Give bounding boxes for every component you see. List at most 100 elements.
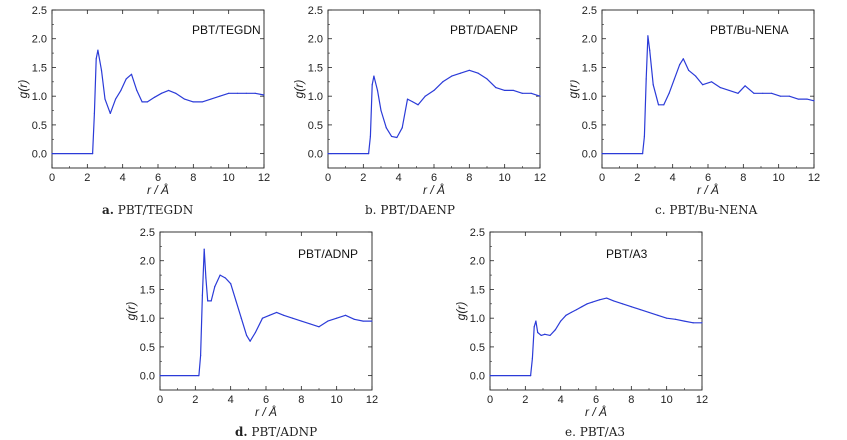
data-point: [160, 92, 163, 94]
y-tick-label: 1.5: [308, 62, 323, 74]
data-point: [230, 283, 232, 285]
y-tick-label: 2.5: [140, 227, 155, 239]
x-tick-label: 10: [661, 394, 673, 406]
y-tick-label: 1.5: [470, 284, 485, 296]
data-point: [344, 314, 347, 316]
data-point: [249, 340, 251, 342]
data-point: [639, 308, 641, 311]
data-point: [371, 84, 373, 86]
data-point: [649, 49, 651, 51]
data-point: [537, 331, 539, 334]
y-tick-label: 0.5: [32, 120, 47, 132]
caption-text: PBT/DAENP: [380, 203, 455, 217]
data-point: [575, 308, 578, 311]
data-point: [120, 89, 122, 92]
y-tick-label: 2.5: [470, 227, 485, 239]
data-point: [401, 127, 403, 129]
x-tick-label: 4: [396, 172, 402, 184]
data-point: [598, 299, 601, 301]
x-tick-label: 0: [487, 394, 493, 406]
y-axis-label: g(r): [454, 302, 468, 321]
data-point: [533, 326, 535, 328]
data-point: [621, 303, 624, 305]
x-axis-label: r / Å: [147, 182, 169, 194]
data-point: [642, 153, 644, 155]
data-point: [210, 300, 212, 302]
data-point: [687, 69, 690, 71]
data-point: [235, 300, 237, 302]
y-tick-label: 2.0: [140, 256, 155, 268]
data-point: [433, 89, 435, 92]
data-point: [219, 274, 221, 276]
data-point: [318, 326, 320, 328]
caption-letter: a.: [102, 203, 114, 217]
y-tick-label: 1.5: [140, 284, 155, 296]
y-tick-label: 0.0: [582, 149, 597, 161]
data-point: [276, 311, 278, 314]
data-point: [806, 98, 808, 100]
x-axis-label: r / Å: [697, 182, 719, 194]
x-tick-label: 2: [522, 394, 528, 406]
series-line-g-r: [490, 297, 702, 377]
data-point: [459, 72, 462, 74]
caption-e: e. PBT/A3: [565, 425, 625, 439]
data-point: [373, 75, 375, 77]
x-tick-label: 4: [228, 394, 234, 406]
caption-text: PBT/Bu-NENA: [669, 203, 758, 217]
y-tick-label: 1.0: [140, 313, 155, 325]
data-point: [261, 317, 264, 319]
data-point: [369, 135, 371, 137]
caption-letter: b.: [365, 203, 377, 217]
x-tick-label: 10: [499, 172, 511, 184]
data-point: [560, 320, 562, 322]
data-point: [300, 320, 302, 322]
caption-text: PBT/ADNP: [251, 425, 318, 439]
data-point: [205, 277, 207, 279]
y-axis-label: g(r): [292, 80, 306, 99]
data-point: [442, 81, 444, 83]
data-point: [695, 75, 697, 77]
x-tick-label: 10: [331, 394, 343, 406]
data-point: [115, 98, 117, 100]
data-point: [797, 98, 799, 100]
data-point: [702, 84, 704, 86]
data-point: [512, 89, 515, 92]
y-tick-label: 0.5: [308, 120, 323, 132]
data-point: [51, 153, 53, 155]
data-point: [327, 320, 329, 322]
x-axis-label: r / Å: [585, 404, 607, 416]
data-point: [203, 248, 205, 250]
data-point: [201, 101, 203, 103]
data-point: [198, 375, 200, 377]
data-point: [219, 95, 221, 97]
data-point: [141, 101, 143, 103]
data-point: [535, 320, 537, 322]
data-point: [647, 35, 649, 37]
data-point: [486, 78, 488, 80]
panel-title: PBT/DAENP: [450, 23, 518, 37]
panel-title: PBT/TEGDN: [192, 23, 261, 37]
data-point: [228, 92, 230, 94]
x-tick-label: 2: [634, 172, 640, 184]
y-axis-label: g(r): [124, 302, 138, 321]
data-point: [236, 92, 239, 94]
caption-letter: e.: [565, 425, 576, 439]
data-point: [673, 78, 676, 80]
x-tick-label: 8: [298, 394, 304, 406]
data-point: [737, 92, 739, 94]
data-point: [412, 101, 414, 103]
data-point: [504, 89, 506, 92]
data-point: [183, 98, 186, 100]
data-point: [200, 354, 202, 357]
data-point: [168, 89, 170, 92]
data-point: [153, 96, 156, 98]
x-tick-label: 6: [155, 172, 161, 184]
data-point: [245, 334, 248, 337]
data-point: [136, 89, 138, 92]
data-point: [468, 69, 470, 71]
data-point: [396, 136, 398, 139]
data-point: [109, 112, 111, 115]
series-line-g-r: [328, 69, 541, 155]
data-point: [146, 101, 148, 103]
data-point: [682, 58, 684, 60]
